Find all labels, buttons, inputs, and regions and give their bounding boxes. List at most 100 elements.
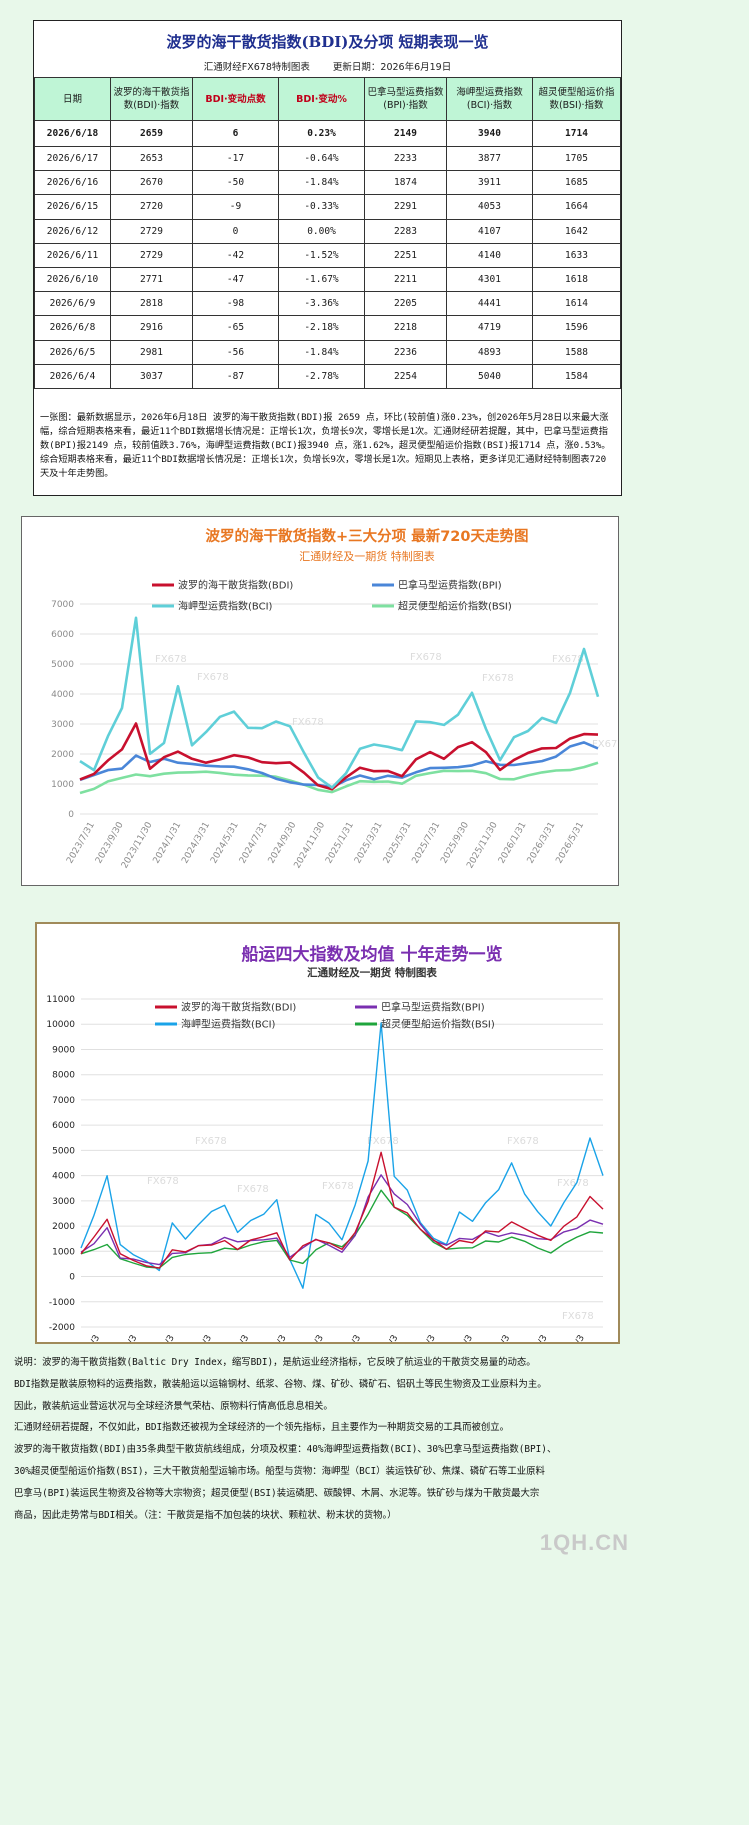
cell-bpi: 2283 (364, 218, 447, 244)
cell-bpi: 2236 (364, 339, 447, 365)
cell-bpi: 2211 (364, 266, 447, 293)
x-tick-label: 2024/1/31 (152, 821, 184, 866)
cell-bdi: 2659 (110, 120, 193, 147)
cell-date: 2026/6/15 (34, 194, 111, 220)
y-tick-label: 6000 (52, 1121, 75, 1131)
series-line-1 (80, 1174, 604, 1266)
explain-line: 汇通财经研若提醒，不仅如此，BDI指数还被视为全球经济的一个领先指标，且主要作为… (14, 1422, 510, 1434)
y-tick-label: 3000 (51, 720, 74, 730)
cell-bpi: 2218 (364, 315, 447, 341)
explain-line: 商品，因此走势常与BDI相关。（注：干散货是指不加包装的块状、颗粒状、粉末状的货… (14, 1509, 397, 1521)
cell-bpi: 2291 (364, 194, 447, 220)
cell-bdi-pct: -2.78% (278, 363, 365, 389)
chart-ten-year-panel: 船运四大指数及均值 十年走势一览 汇通财经及一期货 特制图表 -2000 -100… (35, 922, 620, 1374)
table-subtitle: 汇通财经FX678特制图表 更新日期：2026年6月19日 (34, 59, 621, 73)
watermark-label: FX678 (592, 739, 618, 750)
x-tick-label: 2023/9/30 (94, 820, 126, 865)
watermark-label: FX678 (557, 1178, 589, 1189)
cell-bsi: 1588 (532, 339, 621, 365)
table-row: 2026/6/11 2729 -42 -1.52% 2251 4140 1633 (34, 242, 621, 268)
y-tick-label: 3000 (52, 1197, 75, 1207)
cell-bsi: 1618 (532, 266, 621, 293)
x-tick-label: 2024/5/31 (209, 821, 241, 866)
cell-bdi-pct: -0.64% (278, 145, 365, 172)
cell-date: 2026/6/11 (34, 242, 111, 268)
watermark-label: FX678 (552, 654, 584, 665)
cell-bpi: 1874 (364, 170, 447, 196)
cell-bdi: 2720 (110, 194, 193, 220)
cell-date: 2026/6/5 (34, 339, 111, 365)
y-tick-label: 9000 (52, 1045, 75, 1055)
cell-bci: 3940 (446, 120, 533, 147)
table-body: 2026/6/18 2659 6 0.23% 2149 3940 1714 2026/6/17… (34, 120, 621, 389)
cell-bdi-pct: -1.52% (278, 242, 365, 268)
x-tick-label: 2024/3/31 (180, 821, 212, 866)
x-tick-label: 2024/9/30 (267, 820, 299, 865)
cell-bsi: 1642 (532, 218, 621, 244)
cell-bpi: 2251 (364, 242, 447, 268)
cell-bci: 3877 (446, 145, 533, 172)
col-header-bdi-change: BDI·变动点数 (192, 77, 279, 121)
series-line-0 (79, 722, 599, 791)
series-line-2 (79, 616, 600, 789)
cell-date: 2026/6/10 (34, 266, 111, 293)
table-row: 2026/6/16 2670 -50 -1.84% 1874 3911 1685 (34, 170, 621, 196)
x-tick-label: 2026/1/3 (558, 1334, 587, 1343)
bdi-data-table: 日期 波罗的海干散货指数(BDI)·指数 BDI·变动点数 BDI·变动% 巴拿… (34, 77, 621, 389)
explain-line: 巴拿马(BPI)装运民生物资及谷物等大宗物资；超灵便型(BSI)装运磷肥、碳酸钾… (14, 1487, 540, 1499)
legend-label: 超灵便型船运价指数(BSI) (381, 1018, 495, 1031)
cell-date: 2026/6/9 (34, 291, 111, 317)
cell-date: 2026/6/16 (34, 170, 111, 196)
y-tick-label: -1000 (49, 1298, 75, 1308)
cell-bdi-change: -47 (192, 266, 279, 293)
x-tick-label: 2025/9/30 (439, 820, 471, 865)
x-tick-label: 2024/11/30 (293, 820, 328, 870)
cell-date: 2026/6/17 (34, 145, 111, 172)
cell-date: 2026/6/12 (34, 218, 111, 244)
watermark-label: FX678 (237, 1184, 269, 1195)
series-line-3 (79, 761, 599, 795)
col-header-bdi: 波罗的海干散货指数(BDI)·指数 (110, 77, 193, 121)
x-tick-label: 2025/11/30 (465, 820, 500, 870)
cell-bdi: 2729 (110, 242, 193, 268)
x-tick-label: 2013/1/3 (73, 1334, 102, 1343)
chart-720-day: 波罗的海干散货指数+三大分项 最新720天走势图 汇通财经及一期货 特制图表 0… (51, 527, 624, 870)
table-header-row: 日期 波罗的海干散货指数(BDI)·指数 BDI·变动点数 BDI·变动% 巴拿… (34, 77, 621, 121)
cell-bdi-change: 0 (192, 218, 279, 244)
cell-date: 2026/6/4 (34, 363, 111, 389)
table-row: 2026/6/18 2659 6 0.23% 2149 3940 1714 (34, 120, 621, 147)
cell-bpi: 2254 (364, 363, 447, 389)
cell-bdi: 3037 (110, 363, 193, 389)
cell-bdi-pct: -1.84% (278, 170, 365, 196)
chart-ten-year: 船运四大指数及均值 十年走势一览 汇通财经及一期货 特制图表 -2000 -100… (46, 944, 604, 1374)
x-tick-label: 2025/1/31 (324, 821, 356, 866)
col-header-bpi: 巴拿马型运费指数(BPI)·指数 (364, 77, 447, 121)
legend-label: 海岬型运费指数(BCI) (178, 600, 273, 613)
cell-bpi: 2149 (364, 120, 447, 147)
cell-bsi: 1664 (532, 194, 621, 220)
cell-bdi: 2670 (110, 170, 193, 196)
cell-bdi-change: -17 (192, 145, 279, 172)
x-tick-label: 2022/1/3 (409, 1334, 438, 1343)
x-tick-label: 2025/3/31 (353, 821, 385, 866)
table-row: 2026/6/10 2771 -47 -1.67% 2211 4301 1618 (34, 266, 621, 293)
table-maker: 汇通财经FX678特制图表 (203, 62, 310, 73)
x-tick-label: 2019/1/3 (297, 1334, 326, 1343)
cell-bsi: 1633 (532, 242, 621, 268)
x-tick-label: 2018/1/3 (260, 1334, 289, 1343)
x-tick-label: 2021/1/3 (372, 1334, 401, 1343)
legend-label: 巴拿马型运费指数(BPI) (398, 579, 502, 592)
watermark-label: FX678 (507, 1136, 539, 1147)
table-title: 波罗的海干散货指数(BDI)及分项 短期表现一览 (166, 33, 489, 51)
cell-bsi: 1614 (532, 291, 621, 317)
cell-date: 2026/6/18 (34, 120, 111, 147)
col-header-bsi: 超灵便型船运价指数(BSI)·指数 (532, 77, 621, 121)
cell-bdi-change: -87 (192, 363, 279, 389)
y-tick-label: 1000 (51, 780, 74, 790)
col-header-date: 日期 (34, 77, 111, 121)
x-tick-label: 2017/1/3 (223, 1334, 252, 1343)
y-tick-label: 6000 (51, 630, 74, 640)
cell-bci: 4053 (446, 194, 533, 220)
x-tick-label: 2015/1/3 (148, 1334, 177, 1343)
watermark-label: FX678 (367, 1136, 399, 1147)
